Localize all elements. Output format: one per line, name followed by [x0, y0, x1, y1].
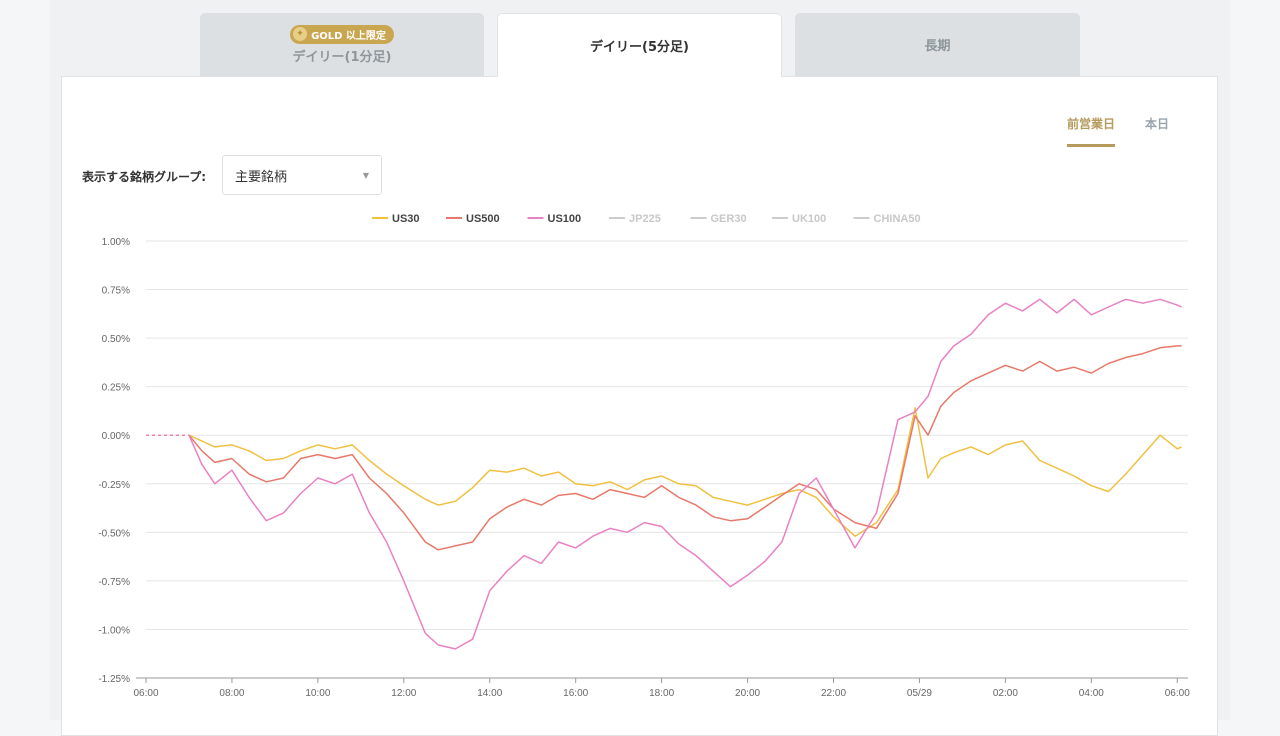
group-select[interactable]: 主要銘柄 ▼	[222, 155, 382, 195]
medal-icon: ✦	[293, 27, 308, 41]
y-tick-label: -0.25%	[98, 480, 130, 491]
legend-label[interactable]: GER30	[711, 213, 747, 225]
period-previous-day[interactable]: 前営業日	[1066, 115, 1115, 147]
x-tick-label: 08:00	[219, 688, 244, 699]
chart-panel: 前営業日 本日 表示する銘柄グループ: 主要銘柄 ▼	[61, 76, 1218, 736]
tab-daily-5min[interactable]: デイリー(5分足)	[497, 13, 782, 77]
series-line-US500	[188, 345, 1182, 551]
x-tick-label: 06:00	[1165, 688, 1190, 699]
x-tick-label: 05/29	[907, 688, 932, 699]
group-selector-label: 表示する銘柄グループ:	[82, 170, 207, 184]
x-tick-label: 16:00	[563, 688, 588, 699]
gold-badge: ✦ GOLD 以上限定	[290, 24, 394, 44]
y-tick-label: -0.50%	[98, 528, 130, 539]
y-tick-label: -1.25%	[98, 674, 130, 685]
period-today[interactable]: 本日	[1144, 117, 1169, 131]
y-tick-label: 0.75%	[102, 286, 130, 297]
x-tick-label: 14:00	[477, 688, 502, 699]
x-tick-label: 10:00	[305, 688, 330, 699]
tab-daily-1min[interactable]: ✦ GOLD 以上限定 デイリー(1分足)	[200, 13, 484, 76]
series-line-US30	[188, 407, 1182, 537]
legend-label[interactable]: US30	[392, 213, 420, 225]
series-line-US100	[188, 298, 1182, 650]
y-tick-label: -0.75%	[98, 577, 130, 588]
x-tick-label: 04:00	[1079, 688, 1104, 699]
legend-label[interactable]: US100	[548, 213, 582, 225]
tab-label: デイリー(1分足)	[292, 49, 392, 65]
x-tick-label: 20:00	[735, 688, 760, 699]
tab-label: 長期	[924, 39, 951, 54]
x-tick-label: 12:00	[391, 688, 416, 699]
x-tick-label: 18:00	[649, 688, 674, 699]
x-tick-label: 02:00	[993, 688, 1018, 699]
period-toggle: 前営業日 本日	[1066, 115, 1169, 147]
y-tick-label: 1.00%	[102, 237, 130, 248]
tab-long-term[interactable]: 長期	[795, 13, 1080, 76]
gold-badge-label: GOLD 以上限定	[311, 30, 386, 42]
legend-label[interactable]: UK100	[792, 213, 826, 225]
line-chart: 1.00% 0.75% 0.50% 0.25% 0.00% -0.25% -0.50% -0.…	[98, 213, 1190, 699]
chart-legend: US30 US500 US100 JP225 GER30 UK100 CHINA50	[372, 213, 921, 225]
legend-label[interactable]: CHINA50	[874, 213, 921, 225]
x-tick-label: 22:00	[821, 688, 846, 699]
y-tick-label: 0.25%	[102, 383, 130, 394]
y-tick-label: -1.00%	[98, 625, 130, 636]
x-tick-label: 06:00	[133, 688, 158, 699]
tab-label: デイリー(5分足)	[590, 40, 689, 55]
legend-label[interactable]: JP225	[629, 213, 661, 225]
y-tick-label: 0.00%	[102, 431, 130, 442]
chevron-down-icon: ▼	[362, 170, 369, 180]
legend-label[interactable]: US500	[466, 213, 500, 225]
y-tick-label: 0.50%	[102, 334, 130, 345]
group-select-value: 主要銘柄	[235, 169, 288, 185]
